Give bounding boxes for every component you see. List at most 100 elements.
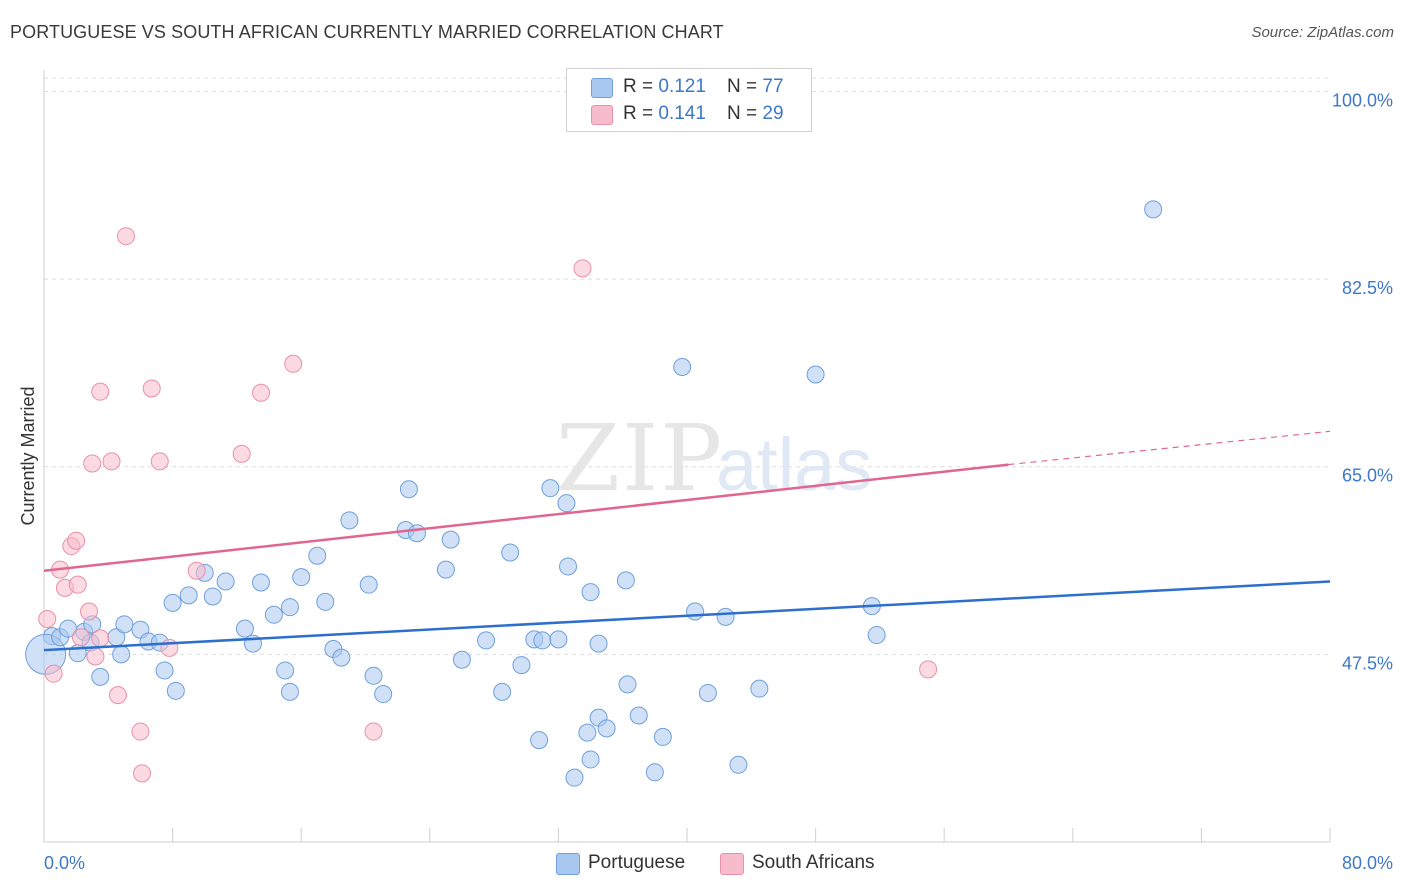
- portuguese-point: [541, 479, 560, 498]
- south-african-point: [284, 354, 303, 373]
- portuguese-point: [501, 543, 520, 562]
- portuguese-point: [91, 667, 110, 686]
- portuguese-point: [292, 568, 311, 587]
- legend-r-label: R =: [623, 76, 659, 97]
- legend-r-value: 0.141: [658, 103, 706, 124]
- south-african-points: [38, 227, 938, 783]
- portuguese-point: [179, 586, 198, 605]
- portuguese-point: [264, 605, 283, 624]
- south-african-point: [67, 531, 86, 550]
- portuguese-trend-line: [43, 580, 1331, 652]
- legend: R = 0.121 N = 77 R = 0.141 N = 29: [566, 68, 812, 132]
- x-tick-label: 80.0%: [1342, 853, 1393, 873]
- portuguese-point: [115, 615, 134, 634]
- portuguese-point: [559, 557, 578, 576]
- portuguese-point: [332, 648, 351, 667]
- portuguese-point: [452, 650, 471, 669]
- bottom-legend-label-south-africans: South Africans: [752, 852, 875, 873]
- legend-text-south-africans: R = 0.141 N = 29: [623, 103, 784, 125]
- south-african-point: [44, 664, 63, 683]
- south-african-point: [919, 660, 938, 679]
- trend-lines: [43, 430, 1331, 652]
- portuguese-point: [155, 661, 174, 680]
- portuguese-point: [581, 750, 600, 769]
- portuguese-point: [493, 682, 512, 701]
- y-tick-label: 65.0%: [1342, 466, 1393, 486]
- south-african-point: [232, 444, 251, 463]
- bottom-legend-swatch-south-africans: [720, 853, 744, 875]
- south-african-point: [364, 722, 383, 741]
- portuguese-point: [645, 763, 664, 782]
- south-african-point: [80, 602, 99, 621]
- legend-r-label: R =: [623, 103, 659, 124]
- portuguese-point: [308, 546, 327, 565]
- portuguese-point: [716, 607, 735, 626]
- x-tick-labels: 0.0% 80.0%: [44, 853, 1393, 873]
- south-african-point: [91, 382, 110, 401]
- watermark-atlas: atlas: [716, 423, 872, 506]
- portuguese-point: [616, 571, 635, 590]
- portuguese-point: [477, 631, 496, 650]
- south-african-point: [131, 722, 150, 741]
- legend-n-label: N =: [727, 103, 763, 124]
- portuguese-point: [729, 755, 748, 774]
- portuguese-point: [565, 768, 584, 787]
- portuguese-point: [653, 727, 672, 746]
- south-african-point: [116, 227, 135, 246]
- south-african-point: [108, 686, 127, 705]
- portuguese-point: [374, 685, 393, 704]
- portuguese-point: [686, 602, 705, 621]
- source-label: Source: ZipAtlas.com: [1251, 24, 1394, 41]
- legend-swatch-portuguese: [591, 78, 613, 98]
- portuguese-point: [340, 511, 359, 530]
- watermark-zip: ZIP: [556, 405, 724, 512]
- portuguese-point: [557, 494, 576, 513]
- portuguese-point: [512, 656, 531, 675]
- legend-swatch-south-africans: [591, 105, 613, 125]
- south-african-point: [142, 379, 161, 398]
- south-african-point: [68, 575, 87, 594]
- portuguese-point: [589, 634, 608, 653]
- legend-n-value: 77: [762, 76, 784, 97]
- legend-n-label: N =: [727, 76, 763, 97]
- south-african-trend-extension: [1008, 430, 1331, 466]
- portuguese-point: [216, 572, 235, 591]
- south-african-point: [71, 628, 90, 647]
- south-african-point: [133, 764, 152, 783]
- south-african-point: [573, 259, 592, 278]
- portuguese-point: [698, 683, 717, 702]
- portuguese-point: [867, 626, 886, 645]
- portuguese-point: [673, 358, 692, 377]
- south-african-trend-line: [43, 463, 1009, 572]
- x-tick-label: 0.0%: [44, 853, 85, 873]
- portuguese-point: [597, 719, 616, 738]
- portuguese-point: [276, 661, 295, 680]
- south-african-point: [91, 629, 110, 648]
- portuguese-point: [549, 630, 568, 649]
- south-african-point: [150, 452, 169, 471]
- portuguese-point: [436, 560, 455, 579]
- portuguese-point: [578, 723, 597, 742]
- portuguese-point: [280, 598, 299, 617]
- portuguese-point: [112, 645, 131, 664]
- y-tick-label: 82.5%: [1342, 278, 1393, 298]
- portuguese-point: [235, 619, 254, 638]
- south-african-point: [102, 452, 121, 471]
- axes: [43, 70, 1331, 843]
- portuguese-points: [25, 200, 1163, 787]
- portuguese-point: [316, 592, 335, 611]
- portuguese-point: [750, 679, 769, 698]
- portuguese-point: [1144, 200, 1163, 219]
- portuguese-point: [203, 587, 222, 606]
- portuguese-point: [581, 583, 600, 602]
- portuguese-point: [441, 530, 460, 549]
- chart-title: PORTUGUESE VS SOUTH AFRICAN CURRENTLY MA…: [10, 22, 724, 42]
- y-tick-label: 47.5%: [1342, 653, 1393, 673]
- portuguese-point: [280, 682, 299, 701]
- portuguese-point: [364, 666, 383, 685]
- portuguese-point: [629, 706, 648, 725]
- portuguese-point: [163, 593, 182, 612]
- watermark: ZIP atlas: [556, 405, 872, 512]
- south-african-point: [252, 383, 271, 402]
